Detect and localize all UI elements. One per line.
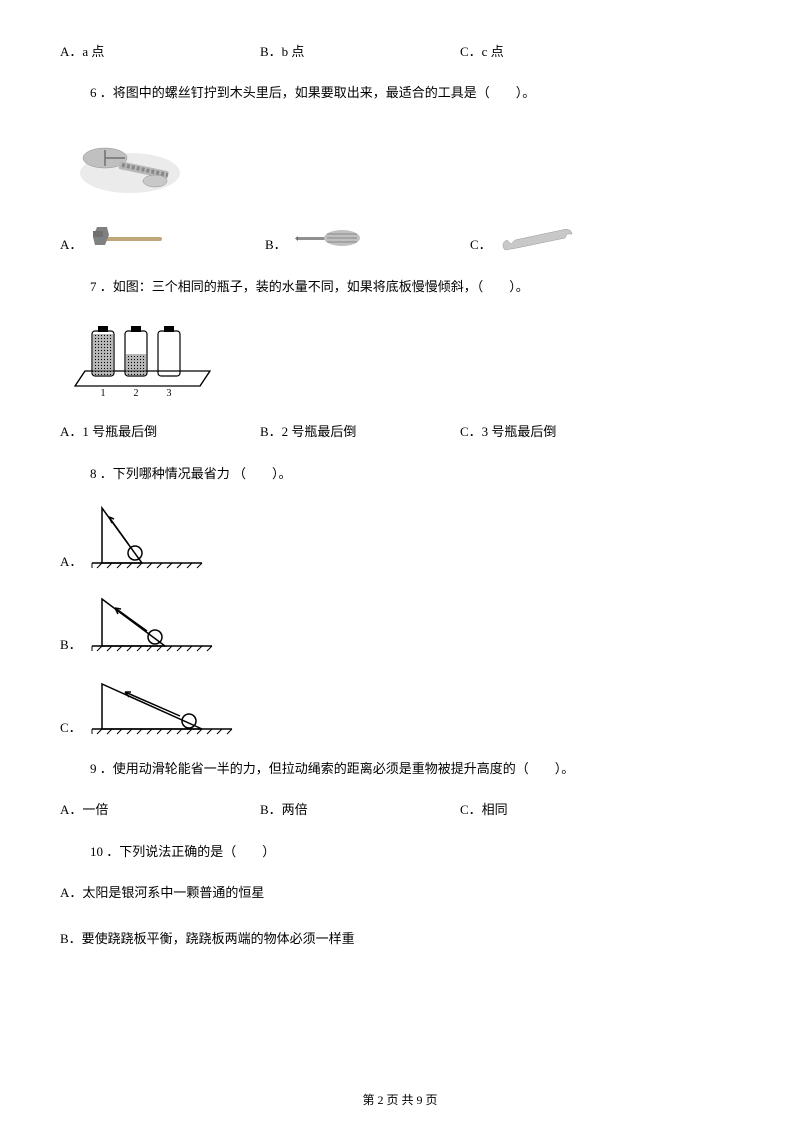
q6-text: 6 ．将图中的螺丝钉拧到木头里后，如果要取出来，最适合的工具是（ ）。 (60, 81, 740, 104)
q8-text: 8 ．下列哪种情况最省力 （ ）。 (60, 462, 740, 485)
svg-text:2: 2 (134, 388, 139, 399)
q7-option-c: C．3 号瓶最后倒 (460, 420, 660, 443)
q5-option-a: A．a 点 (60, 40, 260, 63)
q8-label-b: B． (60, 633, 82, 656)
q8-option-c: C． (60, 674, 740, 739)
q5-options: A．a 点 B．b 点 C．c 点 (60, 40, 740, 63)
q10-option-a: A．太阳是银河系中一颗普通的恒星 (60, 881, 740, 904)
q9-option-b: B．两倍 (260, 798, 460, 821)
ramp-gentle-icon (87, 674, 237, 739)
q8-option-b: B． (60, 591, 740, 656)
q8-label-c: C． (60, 716, 82, 739)
q9-text: 9 ．使用动滑轮能省一半的力，但拉动绳索的距离必须是重物被提升高度的（ ）。 (60, 757, 740, 780)
q8-option-a: A． (60, 503, 740, 573)
wrench-icon (497, 222, 582, 257)
ramp-steep-icon (87, 503, 207, 573)
page-footer: 第 2 页 共 9 页 (0, 1090, 800, 1112)
q5-option-b: B．b 点 (260, 40, 460, 63)
ramp-medium-icon (87, 591, 217, 656)
q7-option-b: B．2 号瓶最后倒 (260, 420, 460, 443)
q8-label-a: A． (60, 550, 82, 573)
q10-text: 10 ．下列说法正确的是（ ） (60, 840, 740, 863)
q6-option-a: A． (60, 217, 265, 257)
q6-label-b: B． (265, 233, 287, 256)
q6-label-c: C． (470, 233, 492, 256)
q6-option-b: B． (265, 222, 470, 257)
q9-options: A．一倍 B．两倍 C．相同 (60, 798, 740, 821)
q9-option-c: C．相同 (460, 798, 660, 821)
q6-options: A． B． C． (60, 217, 740, 257)
screwdriver-icon (292, 222, 367, 257)
screws-image (70, 123, 190, 203)
hammer-icon (87, 217, 172, 257)
q7-options: A．1 号瓶最后倒 B．2 号瓶最后倒 C．3 号瓶最后倒 (60, 420, 740, 443)
q7-option-a: A．1 号瓶最后倒 (60, 420, 260, 443)
q5-option-c: C．c 点 (460, 40, 660, 63)
q9-option-a: A．一倍 (60, 798, 260, 821)
svg-text:1: 1 (101, 388, 106, 399)
q6-option-c: C． (470, 222, 675, 257)
q6-label-a: A． (60, 233, 82, 256)
bottles-image: 1 2 3 (70, 316, 215, 406)
svg-text:3: 3 (167, 388, 172, 399)
q10-option-b: B．要使跷跷板平衡，跷跷板两端的物体必须一样重 (60, 927, 740, 950)
q7-text: 7 ．如图：三个相同的瓶子，装的水量不同，如果将底板慢慢倾斜，（ ）。 (60, 275, 740, 298)
